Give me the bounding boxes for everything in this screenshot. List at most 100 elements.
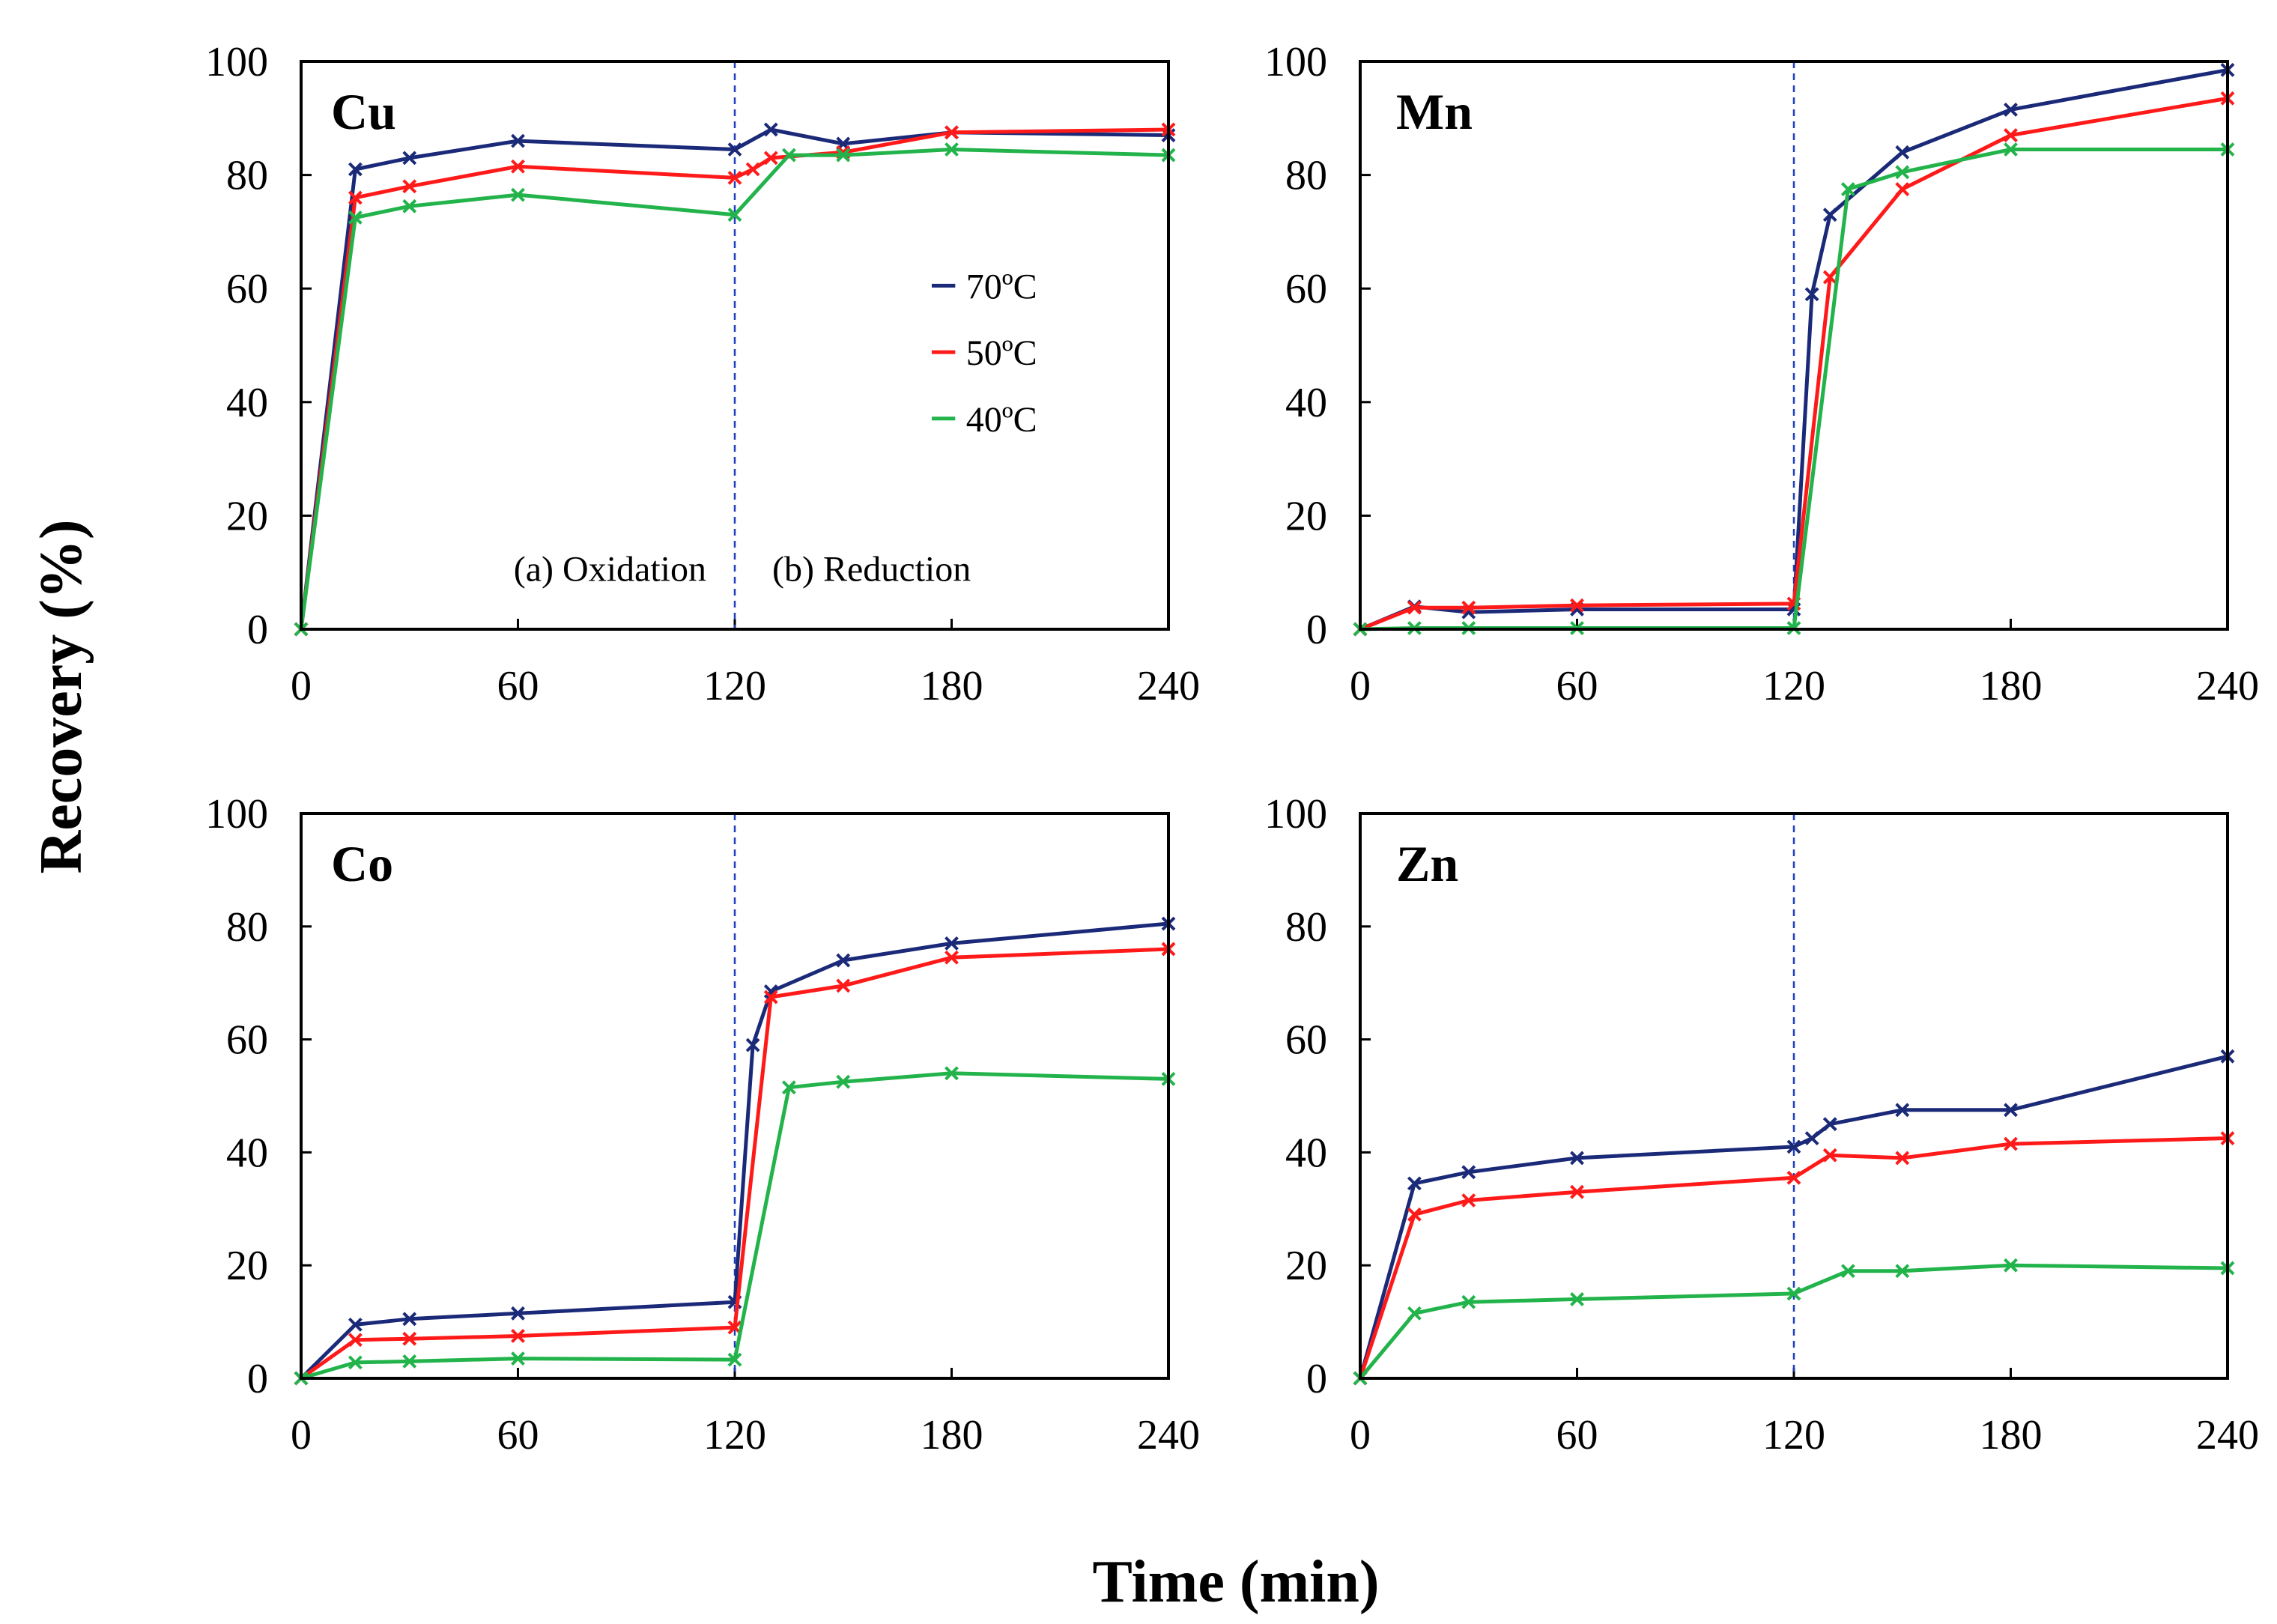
data-point [1895, 165, 1910, 180]
y-tick-label: 0 [1306, 607, 1327, 653]
y-tick-label: 20 [226, 1243, 268, 1289]
data-point [945, 950, 959, 965]
data-point [1804, 287, 1819, 302]
panel-label: Cu [331, 83, 396, 140]
y-tick-label: 100 [205, 39, 268, 85]
data-point [2004, 1136, 2018, 1151]
data-point [1461, 600, 1476, 615]
data-point [1895, 1151, 1910, 1166]
y-tick-label: 60 [226, 266, 268, 312]
data-point [402, 199, 417, 213]
y-tick-label: 40 [226, 1130, 268, 1176]
data-point [348, 1317, 363, 1332]
y-tick-label: 100 [1264, 39, 1327, 85]
data-point [781, 148, 796, 163]
data-point [402, 151, 417, 166]
data-point [1840, 1264, 1855, 1279]
y-tick-label: 60 [1285, 1017, 1327, 1064]
series-line-50c [299, 127, 1169, 630]
data-point [745, 162, 760, 177]
data-point [402, 1354, 417, 1369]
x-tick-label: 240 [1137, 1412, 1200, 1458]
data-point [763, 990, 778, 1005]
panel-label: Co [331, 835, 393, 892]
data-point [727, 142, 742, 157]
y-tick-label: 20 [1285, 493, 1327, 539]
data-point [1822, 1117, 1837, 1132]
y-tick-label: 40 [1285, 380, 1327, 426]
plot-frame [1359, 812, 2229, 1380]
data-point [511, 187, 525, 202]
x-tick-label: 120 [703, 1412, 766, 1458]
data-point [1895, 1103, 1910, 1118]
data-point [836, 953, 851, 968]
panel-zn: 0 20 40 60 80 100 0 60 120 180 240 Zn [1264, 791, 2259, 1458]
data-point [836, 978, 851, 993]
data-point [945, 125, 959, 140]
x-tick-label: 0 [1350, 1412, 1371, 1458]
data-point [402, 179, 417, 194]
x-tick-label: 60 [497, 1412, 539, 1458]
x-tick-label: 180 [921, 1412, 983, 1458]
panel-co: 0 20 40 60 80 100 0 60 120 180 240 Co [205, 791, 1200, 1458]
y-tick-label: 100 [1264, 791, 1327, 837]
y-tick-label: 40 [1285, 1130, 1327, 1176]
legend-label: 50ºC [966, 333, 1037, 373]
data-point [1840, 182, 1855, 196]
panel-cu: 0 20 40 60 80 100 0 60 120 180 240 Cu (a) Oxidation (… [205, 39, 1200, 709]
phase-label-reduction: (b) Reduction [772, 550, 971, 590]
data-point [1461, 1193, 1476, 1208]
x-tick-label: 180 [1980, 663, 2043, 709]
data-point [945, 1066, 959, 1081]
data-point [348, 1333, 363, 1348]
y-tick-label: 0 [1306, 1356, 1327, 1402]
y-tick-label: 60 [1285, 266, 1327, 312]
data-point [348, 1355, 363, 1370]
y-tick-label: 100 [205, 791, 268, 837]
data-point [2004, 1103, 2018, 1118]
data-point [727, 207, 742, 222]
plot-frame [300, 60, 1170, 631]
data-point [1407, 1176, 1422, 1191]
data-point [1461, 1165, 1476, 1180]
data-point [1407, 1207, 1422, 1222]
x-tick-label: 240 [1137, 663, 1200, 709]
phase-label-oxidation: (a) Oxidation [514, 550, 706, 590]
data-point [727, 170, 742, 185]
panel-label: Mn [1396, 83, 1473, 140]
x-tick-label: 0 [291, 663, 312, 709]
data-point [511, 1351, 525, 1366]
x-tick-label: 120 [1762, 663, 1825, 709]
x-tick-label: 0 [291, 1412, 312, 1458]
x-tick-label: 60 [1556, 663, 1598, 709]
x-tick-label: 60 [1556, 1412, 1598, 1458]
data-point [781, 1080, 796, 1095]
series-line-70c [300, 921, 1169, 1380]
data-point [511, 133, 525, 148]
data-point [511, 1329, 525, 1343]
data-point [1895, 145, 1910, 160]
panel-mn: 0 20 40 60 80 100 0 60 120 180 240 Mn [1264, 39, 2259, 709]
data-point [2004, 103, 2018, 117]
y-tick-label: 20 [1285, 1243, 1327, 1289]
plot-frame [1359, 60, 2229, 631]
series-line-70c [1358, 1054, 2228, 1379]
legend: 70ºC 50ºC 40ºC [931, 267, 1037, 440]
data-point [1570, 1151, 1584, 1166]
data-point [1786, 1170, 1801, 1185]
data-point [2004, 1258, 2018, 1273]
y-tick-label: 40 [226, 380, 268, 426]
y-axis-title: Recovery (%) [28, 519, 94, 873]
data-point [402, 1312, 417, 1327]
data-point [1570, 1292, 1584, 1306]
data-point [402, 1331, 417, 1346]
data-point [348, 210, 363, 225]
data-point [763, 122, 778, 137]
y-tick-label: 60 [226, 1017, 268, 1064]
data-point [1461, 1294, 1476, 1309]
data-point [2004, 142, 2018, 157]
data-point [1570, 1184, 1584, 1199]
data-point [1570, 598, 1584, 613]
data-point [1786, 1139, 1801, 1154]
